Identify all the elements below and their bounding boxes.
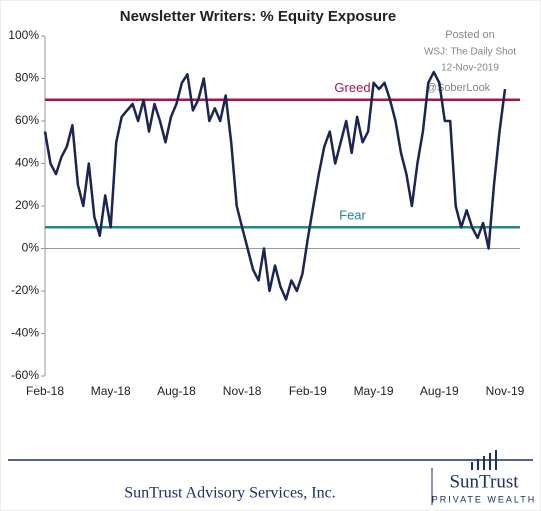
y-tick-label: -60% [11,368,39,382]
logo-name: SunTrust [449,471,519,492]
y-tick-label: 60% [15,113,39,127]
y-tick-label: -20% [11,283,39,297]
y-tick-label: 80% [15,71,39,85]
annotation: WSJ: The Daily Shot [424,47,516,58]
x-tick-label: Nov-18 [223,384,262,398]
series-line [43,70,507,301]
footer: SunTrust Advisory Services, Inc. [124,485,335,502]
x-tick-label: Aug-18 [157,384,196,398]
annotation: 12-Nov-2019 [441,63,499,74]
logo-tagline: PRIVATE WEALTH [432,494,537,504]
logo-mark [471,450,497,470]
chart-title: Newsletter Writers: % Equity Exposure [120,8,396,25]
annotation: Posted on [445,29,495,41]
y-tick-label: 20% [15,198,39,212]
reference-label: Greed [334,80,370,95]
x-tick-label: May-18 [91,384,131,398]
y-tick-label: 100% [8,28,39,42]
annotation: @SoberLook [426,82,491,94]
reference-label: Fear [339,208,366,223]
y-tick-label: 0% [22,241,40,255]
x-tick-label: Aug-19 [420,384,459,398]
x-tick-label: May-19 [354,384,394,398]
x-tick-label: Nov-19 [486,384,525,398]
y-tick-label: -40% [11,326,39,340]
x-tick-label: Feb-19 [289,384,327,398]
y-tick-label: 40% [15,156,39,170]
x-tick-label: Feb-18 [26,384,64,398]
